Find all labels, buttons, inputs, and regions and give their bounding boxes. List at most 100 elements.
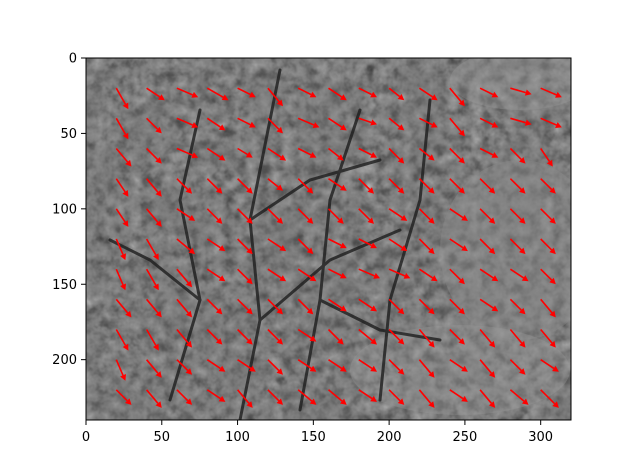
quiver-arrow-r7-c8 xyxy=(358,298,377,312)
arrow-head xyxy=(337,154,344,161)
quiver-arrow-r8-c11 xyxy=(449,328,465,345)
quiver-arrow-r6-c3 xyxy=(206,268,226,282)
quiver-arrow-r9-c4 xyxy=(237,359,256,372)
quiver-arrow-r7-c0 xyxy=(115,298,132,318)
arrow-head xyxy=(185,340,193,348)
arrow-head xyxy=(215,217,223,224)
arrow-shaft xyxy=(540,117,557,126)
arrow-shaft xyxy=(297,268,312,279)
arrow-head xyxy=(309,365,317,372)
arrow-head xyxy=(155,371,162,378)
arrow-shaft xyxy=(449,359,464,370)
arrow-head xyxy=(549,217,556,224)
arrow-shaft xyxy=(570,88,571,90)
quiver-arrow-r7-c1 xyxy=(145,298,162,318)
arrow-head xyxy=(549,310,556,318)
arrow-head xyxy=(519,368,526,375)
arrow-head xyxy=(524,89,532,96)
arrow-head xyxy=(428,307,435,315)
quiver-arrow-r0-c0 xyxy=(115,87,129,110)
arrow-shaft xyxy=(570,208,571,210)
arrow-head xyxy=(339,272,347,279)
quiver-arrow-r6-c5 xyxy=(267,268,287,282)
arrow-head xyxy=(246,401,253,408)
quiver-arrow-r9-c8 xyxy=(358,359,377,372)
arrow-shaft xyxy=(328,87,343,98)
quiver-arrow-r2-c5 xyxy=(267,147,287,161)
arrow-shaft xyxy=(418,147,431,158)
arrow-shaft xyxy=(418,298,431,311)
arrow-shaft xyxy=(206,359,221,370)
arrow-head xyxy=(488,247,496,255)
arrow-shaft xyxy=(358,268,375,277)
arrow-shaft xyxy=(601,360,615,371)
arrow-shaft xyxy=(388,359,401,372)
arrow-head xyxy=(276,368,283,375)
arrow-head xyxy=(185,187,193,194)
arrow-head xyxy=(552,365,559,372)
arrow-shaft xyxy=(328,298,343,309)
arrow-head xyxy=(616,87,622,93)
arrow-head xyxy=(337,217,344,224)
arrow-shaft xyxy=(358,389,373,400)
arrow-shaft xyxy=(267,147,282,158)
arrow-shaft xyxy=(297,359,312,370)
arrow-shaft xyxy=(115,238,124,255)
arrow-shaft xyxy=(570,118,571,120)
arrow-shaft xyxy=(237,178,250,191)
arrow-head xyxy=(279,154,287,161)
arrow-head xyxy=(312,122,320,128)
quiver-arrow-r2-c13 xyxy=(509,147,526,164)
arrow-head xyxy=(428,217,435,224)
arrow-head xyxy=(122,132,129,140)
arrow-shaft xyxy=(540,328,553,344)
arrow-shaft xyxy=(479,178,492,191)
quiver-arrow-r0-c4 xyxy=(237,87,256,98)
arrow-shaft xyxy=(388,268,406,277)
arrow-head xyxy=(370,395,377,402)
arrow-head xyxy=(610,248,617,255)
arrow-shaft xyxy=(297,389,313,402)
quiver-arrow-r10-c12 xyxy=(479,389,496,408)
arrow-shaft xyxy=(479,268,494,279)
arrow-shaft xyxy=(145,298,159,314)
arrow-shaft xyxy=(388,328,401,341)
arrow-shaft xyxy=(237,298,250,311)
arrow-shaft xyxy=(632,299,640,310)
arrow-head xyxy=(397,307,405,315)
arrow-shaft xyxy=(449,87,462,103)
quiver-arrow-r3-c16 xyxy=(601,179,616,194)
arrow-shaft xyxy=(267,268,282,279)
quiver-arrow-r10-c0 xyxy=(115,389,132,405)
arrow-shaft xyxy=(479,359,493,374)
arrow-head xyxy=(549,247,556,255)
arrow-head xyxy=(370,91,377,98)
arrow-shaft xyxy=(388,178,401,191)
quiver-arrow-r2-c16 xyxy=(601,149,616,164)
y-tick-label: 0 xyxy=(69,52,77,67)
arrow-shaft xyxy=(176,87,193,96)
arrow-head xyxy=(430,94,438,101)
arrow-head xyxy=(461,395,468,402)
arrow-shaft xyxy=(176,389,189,402)
arrow-head xyxy=(155,220,162,227)
arrow-shaft xyxy=(328,178,343,189)
arrow-shaft xyxy=(418,268,434,279)
arrow-shaft xyxy=(267,208,280,221)
arrow-head xyxy=(583,369,590,375)
arrow-shaft xyxy=(418,178,431,191)
arrow-head xyxy=(337,338,344,345)
arrow-head xyxy=(491,91,499,98)
arrow-shaft xyxy=(206,298,219,311)
quiver-arrow-r6-c15 xyxy=(570,269,571,271)
arrow-shaft xyxy=(146,147,159,160)
arrow-shaft xyxy=(206,178,219,191)
arrow-head xyxy=(120,374,126,381)
quiver-arrow-r10-c16 xyxy=(601,390,619,408)
quiver-arrow-r8-c15 xyxy=(570,329,571,331)
arrow-head xyxy=(339,94,347,101)
arrow-shaft xyxy=(237,328,250,341)
quiver-arrow-r3-c10 xyxy=(418,178,435,194)
arrow-shaft xyxy=(509,268,525,279)
quiver-arrow-r7-c12 xyxy=(479,298,499,312)
